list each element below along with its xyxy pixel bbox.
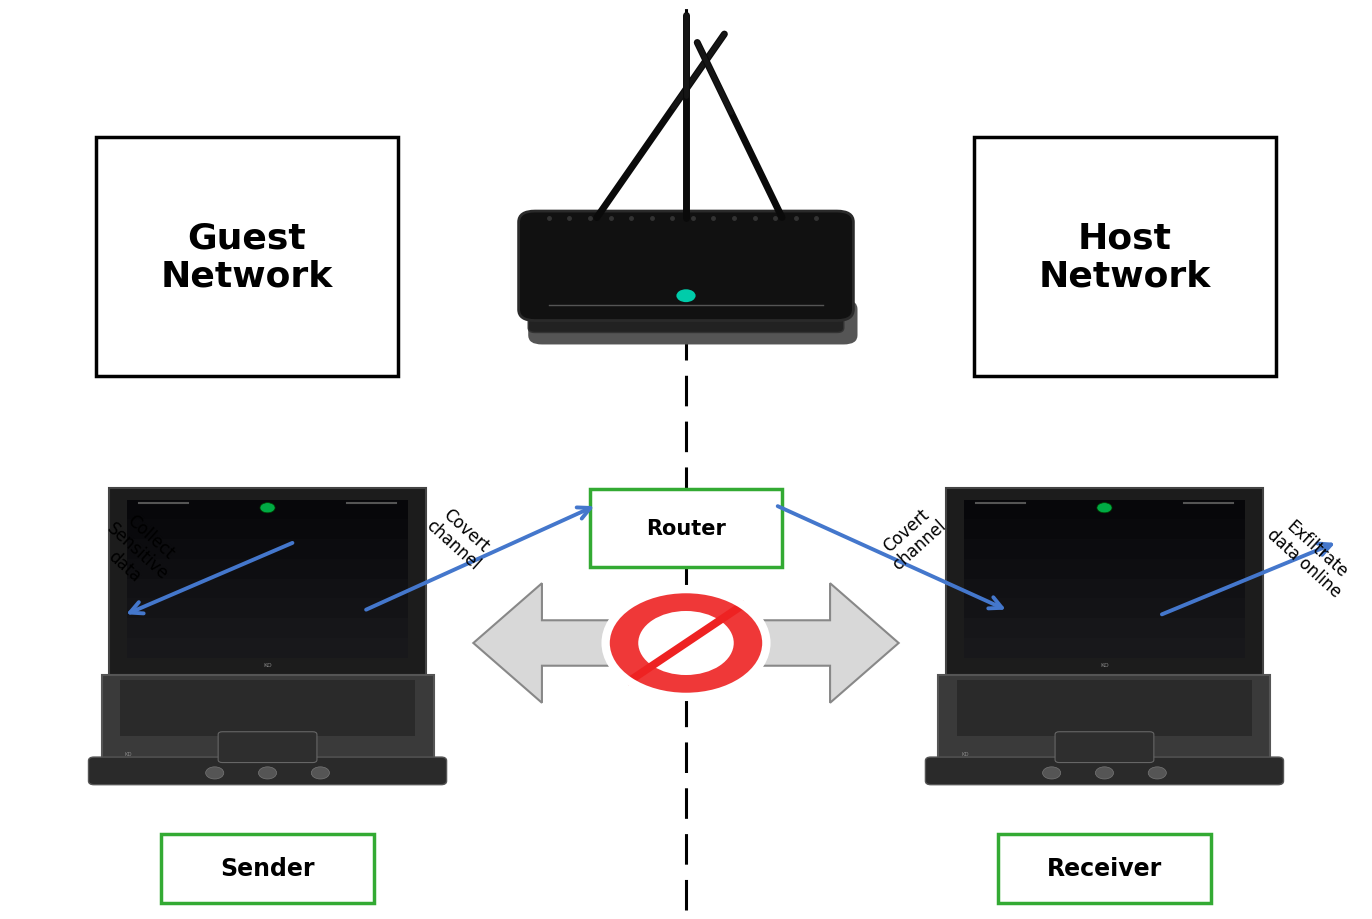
FancyBboxPatch shape <box>218 732 317 763</box>
Polygon shape <box>119 680 416 736</box>
Polygon shape <box>965 579 1244 598</box>
Polygon shape <box>965 638 1244 658</box>
Circle shape <box>1098 503 1111 513</box>
Text: KD: KD <box>1100 663 1109 667</box>
Circle shape <box>311 767 329 779</box>
FancyBboxPatch shape <box>162 834 373 902</box>
FancyBboxPatch shape <box>528 302 844 334</box>
FancyBboxPatch shape <box>926 757 1284 785</box>
FancyBboxPatch shape <box>974 138 1276 377</box>
FancyBboxPatch shape <box>1055 732 1154 763</box>
Text: Guest
Network: Guest Network <box>161 221 333 293</box>
Circle shape <box>676 290 696 303</box>
Polygon shape <box>102 675 434 766</box>
Polygon shape <box>128 638 407 658</box>
Polygon shape <box>947 488 1264 675</box>
Polygon shape <box>128 598 407 618</box>
Polygon shape <box>965 618 1244 638</box>
Polygon shape <box>128 618 407 638</box>
Circle shape <box>606 590 766 697</box>
Text: Covert
channel: Covert channel <box>423 502 497 573</box>
Circle shape <box>206 767 224 779</box>
Text: KD: KD <box>123 752 132 756</box>
FancyBboxPatch shape <box>528 301 858 346</box>
Text: KD: KD <box>960 752 969 756</box>
FancyBboxPatch shape <box>88 757 447 785</box>
Polygon shape <box>473 584 899 703</box>
Polygon shape <box>956 680 1253 736</box>
Text: Collect
Sensitive
data: Collect Sensitive data <box>91 505 184 598</box>
Polygon shape <box>110 488 425 675</box>
FancyBboxPatch shape <box>96 138 398 377</box>
Text: Host
Network: Host Network <box>1039 221 1211 293</box>
Text: Receiver: Receiver <box>1047 857 1162 880</box>
Circle shape <box>261 503 274 513</box>
FancyBboxPatch shape <box>519 212 853 322</box>
FancyBboxPatch shape <box>999 834 1211 902</box>
Circle shape <box>1148 767 1166 779</box>
Polygon shape <box>965 500 1244 658</box>
Text: Covert
channel: Covert channel <box>875 502 949 573</box>
Polygon shape <box>965 598 1244 618</box>
Text: Router: Router <box>646 518 726 539</box>
Circle shape <box>1095 767 1114 779</box>
Text: Sender: Sender <box>221 857 314 880</box>
Circle shape <box>606 590 766 697</box>
Circle shape <box>258 767 277 779</box>
Polygon shape <box>128 500 407 658</box>
FancyBboxPatch shape <box>590 489 782 567</box>
Text: Exfiltrate
data online: Exfiltrate data online <box>1264 511 1357 601</box>
Polygon shape <box>938 675 1270 766</box>
Circle shape <box>1043 767 1061 779</box>
Text: KD: KD <box>263 663 272 667</box>
Circle shape <box>638 611 734 675</box>
Polygon shape <box>128 579 407 598</box>
